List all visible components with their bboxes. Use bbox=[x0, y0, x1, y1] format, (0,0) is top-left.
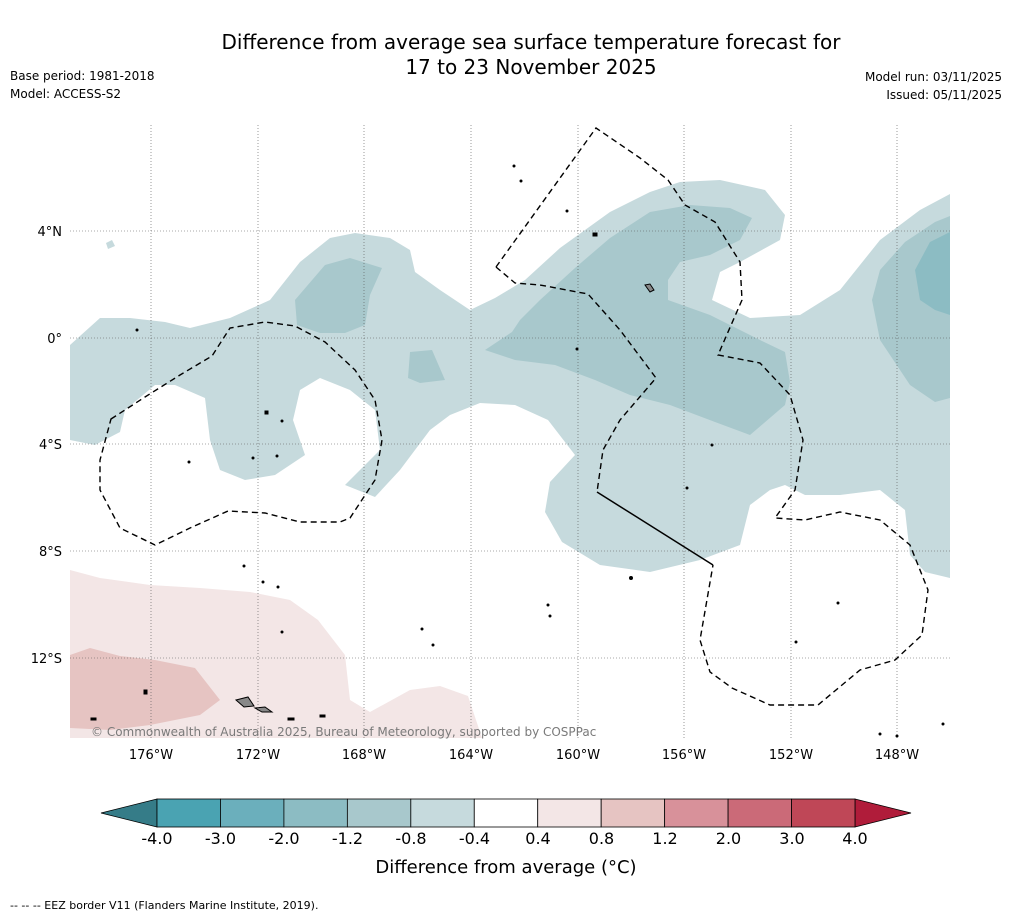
title-line-1: Difference from average sea surface temp… bbox=[221, 30, 841, 54]
base-period: Base period: 1981-2018 bbox=[10, 69, 155, 83]
eez-borders bbox=[99, 127, 929, 706]
colorbar-cells bbox=[156, 798, 856, 828]
lon-label-176w: 176°W bbox=[129, 748, 173, 763]
colorbar-tick-6: 0.4 bbox=[525, 829, 550, 848]
cool-anomaly-light-region bbox=[70, 180, 950, 578]
colorbar-cell bbox=[156, 798, 221, 828]
colorbar-cell bbox=[600, 798, 666, 828]
warm-anomaly-medium-region bbox=[70, 648, 220, 730]
eez-solid-segment bbox=[596, 491, 714, 566]
lat-label-0: 0° bbox=[47, 332, 62, 347]
colorbar-cell bbox=[220, 798, 285, 828]
lon-label-160w: 160°W bbox=[556, 748, 600, 763]
colorbar-low-extension bbox=[100, 798, 158, 828]
cool-anomaly-medium-region-1 bbox=[295, 258, 382, 333]
title-line-2: 17 to 23 November 2025 bbox=[405, 55, 657, 79]
meta-left: Base period: 1981-2018 Model: ACCESS-S2 bbox=[10, 67, 155, 103]
model-name: Model: ACCESS-S2 bbox=[10, 87, 122, 101]
lat-label-8s: 8°S bbox=[39, 545, 62, 560]
gridlines bbox=[70, 125, 950, 738]
lat-label-4n: 4°N bbox=[38, 225, 63, 240]
colorbar-cell bbox=[473, 798, 539, 828]
colorbar-title: Difference from average (°C) bbox=[375, 857, 636, 878]
meta-right: Model run: 03/11/2025 Issued: 05/11/2025 bbox=[865, 68, 1002, 104]
colorbar-tick-11: 4.0 bbox=[842, 829, 867, 848]
lon-label-148w: 148°W bbox=[875, 748, 919, 763]
eez-border-tokelau-kiribati bbox=[99, 321, 383, 546]
colorbar-high-extension bbox=[854, 798, 912, 828]
colorbar-tick-5: -0.4 bbox=[459, 829, 490, 848]
eez-legend-note: -- -- -- EEZ border V11 (Flanders Marine… bbox=[10, 899, 319, 912]
latitude-labels: 4°N 0° 4°S 8°S 12°S bbox=[31, 225, 62, 667]
cool-anomaly-strong-region bbox=[915, 232, 950, 315]
colorbar-cell bbox=[791, 798, 856, 828]
longitude-labels: 176°W 172°W 168°W 164°W 160°W 156°W 152°… bbox=[129, 748, 919, 763]
colorbar-cell bbox=[283, 798, 348, 828]
colorbar-cell bbox=[410, 798, 475, 828]
map-title: Difference from average sea surface temp… bbox=[0, 30, 1011, 80]
colorbar-tick-4: -0.8 bbox=[395, 829, 426, 848]
colorbar: -4.0 -3.0 -2.0 -1.2 -0.8 -0.4 0.4 0.8 1.… bbox=[100, 798, 912, 878]
colorbar-tick-8: 1.2 bbox=[652, 829, 677, 848]
model-run: Model run: 03/11/2025 bbox=[864, 70, 1002, 84]
colorbar-cell bbox=[346, 798, 412, 828]
colorbar-tick-3: -1.2 bbox=[332, 829, 363, 848]
cool-anomaly-medium-region-3 bbox=[485, 205, 790, 435]
lon-label-164w: 164°W bbox=[449, 748, 493, 763]
eez-border-phoenix-line bbox=[495, 127, 929, 706]
lon-label-152w: 152°W bbox=[769, 748, 813, 763]
lon-label-156w: 156°W bbox=[662, 748, 706, 763]
colorbar-tick-9: 2.0 bbox=[716, 829, 741, 848]
lat-label-12s: 12°S bbox=[31, 652, 62, 667]
eez-border-line-islands bbox=[495, 266, 657, 493]
colorbar-cell bbox=[664, 798, 729, 828]
lat-label-4s: 4°S bbox=[39, 438, 62, 453]
colorbar-cell bbox=[727, 798, 792, 828]
colorbar-tick-1: -3.0 bbox=[205, 829, 236, 848]
colorbar-tick-2: -2.0 bbox=[268, 829, 299, 848]
copyright-text: © Commonwealth of Australia 2025, Bureau… bbox=[91, 725, 596, 739]
lon-label-168w: 168°W bbox=[342, 748, 386, 763]
colorbar-tick-7: 0.8 bbox=[589, 829, 614, 848]
colorbar-tick-0: -4.0 bbox=[141, 829, 172, 848]
colorbar-tick-10: 3.0 bbox=[779, 829, 804, 848]
small-patch-west bbox=[106, 240, 115, 249]
issued-date: Issued: 05/11/2025 bbox=[886, 88, 1002, 102]
lon-label-172w: 172°W bbox=[236, 748, 280, 763]
cool-anomaly-medium-region-2 bbox=[408, 350, 445, 383]
colorbar-cell bbox=[537, 798, 602, 828]
map-area bbox=[70, 164, 950, 738]
